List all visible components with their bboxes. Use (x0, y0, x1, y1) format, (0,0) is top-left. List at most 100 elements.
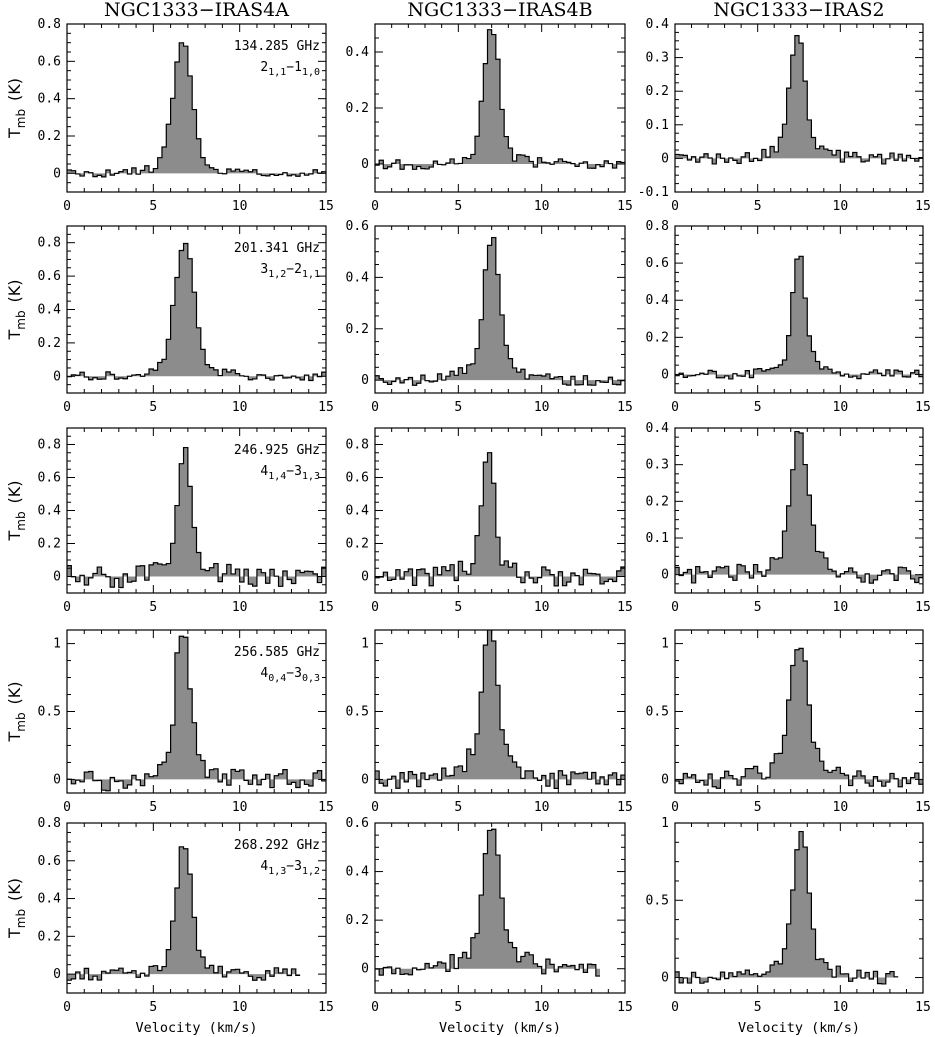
y-tick-label: 1 (53, 637, 61, 652)
y-tick-label: 0.6 (38, 854, 61, 869)
spectrum-panel: 0 5 10 15 0 0.2 0.4 0.6 Velocity (km/s) (346, 816, 633, 1036)
y-tick-label: 0 (361, 570, 369, 585)
spectrum-panel: 0 5 10 15 0 0.2 0.4 0.6 0.8 (646, 219, 931, 415)
y-tick-label: 0 (361, 962, 369, 977)
y-tick-label: 0.1 (646, 118, 669, 133)
panel-frame (374, 225, 626, 394)
spectrum-line (375, 29, 625, 170)
y-tick-label: 0.2 (646, 494, 669, 509)
x-tick-label: 15 (915, 800, 931, 815)
y-tick-label: 0.4 (346, 270, 370, 285)
spectrum-panel: 0 5 10 15 0 0.2 0.4 0.6 (346, 219, 633, 415)
frequency-label: 134.285 GHz (234, 39, 320, 54)
x-tick-label: 15 (318, 400, 334, 415)
y-axis-label: Tmb(K) (5, 480, 28, 541)
y-tick-label: 0 (661, 568, 669, 583)
x-tick-label: 5 (754, 400, 762, 415)
x-tick-label: 0 (371, 400, 379, 415)
x-tick-label: 5 (454, 800, 462, 815)
spectrum-line (375, 452, 625, 587)
x-tick-label: 0 (371, 1000, 379, 1015)
x-tick-label: 10 (833, 1000, 849, 1015)
y-tick-label: 0.2 (646, 330, 669, 345)
spectrum-panel: 0 5 10 15 0 0.2 0.4 0.6 0.8 201.341 GHz 31,2−21,1 (38, 225, 334, 415)
y-tick-label: 1 (661, 816, 669, 831)
spectrum-panel: 0 5 10 15-0.100.10.20.30.4 (638, 17, 931, 214)
x-tick-label: 15 (617, 600, 633, 615)
spectrum-fill (675, 831, 899, 984)
x-tick-label: 15 (915, 400, 931, 415)
y-tick-label: -0.1 (638, 185, 669, 200)
spectrum-fill (675, 648, 923, 789)
y-tick-label: 0.2 (346, 537, 369, 552)
spectrum-line (375, 630, 625, 789)
y-tick-label: 0.4 (38, 504, 62, 519)
frequency-label: 256.585 GHz (234, 645, 320, 660)
x-tick-label: 15 (318, 600, 334, 615)
x-tick-label: 15 (617, 800, 633, 815)
y-axis-label: Tmb(K) (5, 681, 28, 742)
column-title: NGC1333−IRAS4A (104, 0, 289, 21)
y-tick-label: 0.3 (646, 458, 669, 473)
transition-label: 41,4−31,3 (260, 464, 320, 482)
spectrum-panel: 0 5 10 15 0 0.2 0.4 0.6 0.8 (346, 427, 633, 615)
x-tick-label: 5 (149, 600, 157, 615)
transition-label: 31,2−21,1 (260, 262, 320, 280)
y-tick-label: 0.2 (38, 537, 61, 552)
y-tick-label: 0.1 (646, 531, 669, 546)
y-tick-label: 0.8 (646, 219, 669, 234)
panel-frame (674, 822, 924, 994)
x-axis-label: Velocity (km/s) (136, 1020, 258, 1036)
y-tick-label: 0.6 (646, 256, 669, 271)
x-tick-label: 15 (915, 1000, 931, 1015)
y-tick-label: 0 (53, 166, 61, 181)
y-tick-label: 0 (661, 151, 669, 166)
y-tick-label: 0.5 (646, 705, 669, 720)
y-tick-label: 0.6 (346, 471, 369, 486)
y-tick-label: 0.4 (38, 92, 62, 107)
y-tick-label: 0.4 (38, 892, 62, 907)
y-tick-label: 0 (53, 369, 61, 384)
spectrum-line (375, 828, 600, 977)
x-tick-label: 10 (833, 800, 849, 815)
x-tick-label: 10 (534, 1000, 550, 1015)
x-tick-label: 0 (371, 600, 379, 615)
y-tick-label: 0.4 (346, 45, 370, 60)
y-tick-label: 0.6 (346, 219, 369, 234)
x-tick-label: 10 (534, 400, 550, 415)
x-tick-label: 5 (454, 400, 462, 415)
x-tick-label: 0 (671, 199, 679, 214)
spectrum-line (675, 255, 923, 380)
x-tick-label: 5 (754, 800, 762, 815)
y-tick-label: 0 (53, 570, 61, 585)
x-tick-label: 0 (63, 1000, 71, 1015)
y-tick-label: 0 (661, 772, 669, 787)
y-tick-label: 0.2 (646, 84, 669, 99)
spectrum-panel: 0 5 10 15 0 0.5 1 256.585 GHz 40,4−30,3 (38, 629, 334, 815)
x-tick-label: 10 (232, 199, 248, 214)
y-tick-label: 0.4 (646, 293, 670, 308)
x-tick-label: 10 (833, 400, 849, 415)
x-tick-label: 5 (149, 400, 157, 415)
spectrum-panel: 0 5 10 15 0 0.2 0.4 0.6 0.8 246.925 GHz 41,4−31,3 (38, 427, 334, 615)
transition-label: 40,4−30,3 (260, 666, 320, 684)
spectrum-line (675, 35, 923, 165)
spectrum-fill (375, 829, 600, 977)
spectrum-panel: 0 5 10 15 0 0.5 1 (346, 629, 633, 815)
x-tick-label: 10 (232, 800, 248, 815)
spectrum-line (67, 635, 326, 792)
y-tick-label: 0.2 (346, 322, 369, 337)
y-tick-label: 0.8 (38, 438, 61, 453)
y-axis-label: Tmb(K) (5, 78, 28, 139)
y-tick-label: 0.5 (38, 705, 61, 720)
x-tick-label: 5 (454, 600, 462, 615)
x-tick-label: 10 (232, 1000, 248, 1015)
x-tick-label: 15 (318, 1000, 334, 1015)
column-title: NGC1333−IRAS4B (407, 0, 592, 21)
x-tick-label: 5 (149, 800, 157, 815)
x-tick-label: 5 (149, 199, 157, 214)
x-tick-label: 10 (833, 600, 849, 615)
spectrum-fill (675, 256, 923, 379)
spectrum-fill (675, 431, 923, 584)
